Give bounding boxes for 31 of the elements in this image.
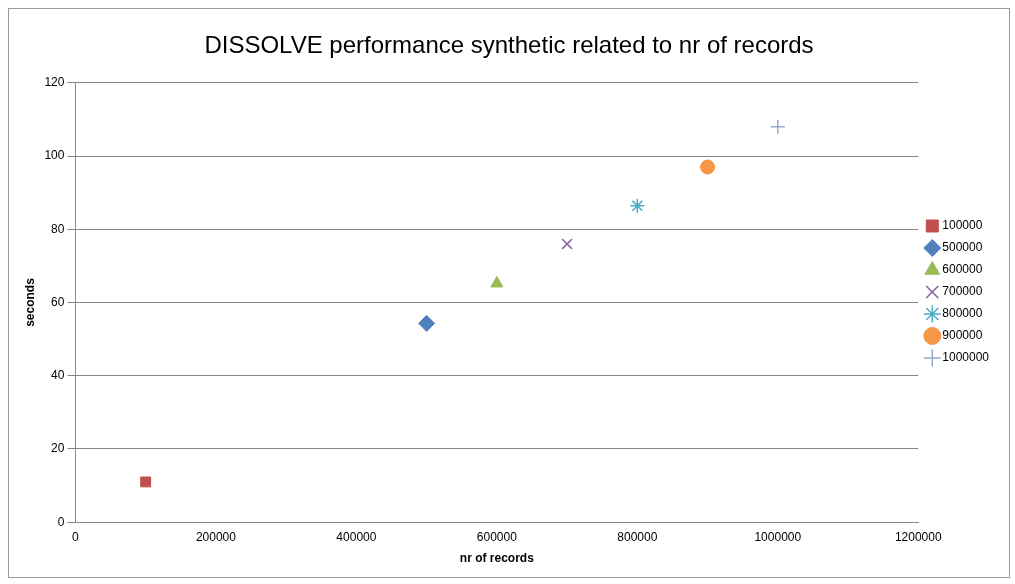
x-axis-title: nr of records	[459, 551, 535, 566]
legend-label: 900000	[942, 328, 983, 343]
point	[490, 275, 504, 288]
point	[770, 118, 786, 135]
x-tick-label: 1200000	[894, 529, 942, 544]
point	[629, 198, 646, 214]
x-tick-label: 600000	[476, 529, 518, 544]
y-tick-label: 20	[51, 441, 65, 456]
x-tick-label: 0	[72, 529, 80, 544]
y-tick-label: 80	[51, 221, 65, 236]
legend-label: 500000	[942, 240, 983, 255]
point	[561, 238, 573, 250]
legend-label: 100000	[942, 218, 983, 233]
y-tick-label: 40	[51, 368, 65, 383]
point	[700, 159, 716, 175]
chart-title: DISSOLVE performance synthetic related to nr of records	[204, 31, 814, 59]
legend-label: 1000000	[942, 350, 990, 365]
point	[140, 476, 152, 488]
legend-label: 800000	[942, 306, 983, 321]
y-tick-label: 120	[44, 75, 65, 90]
x-tick-label: 200000	[195, 529, 237, 544]
y-tick-label: 0	[57, 514, 65, 529]
y-tick-label: 60	[51, 294, 65, 309]
legend-label: 700000	[942, 284, 983, 299]
point	[418, 314, 436, 332]
y-axis-title: seconds	[22, 277, 37, 327]
y-tick-label: 100	[44, 148, 65, 163]
legend-label: 600000	[942, 262, 983, 277]
x-tick-label: 800000	[617, 529, 658, 544]
x-tick-label: 400000	[336, 529, 377, 544]
x-tick-label: 1000000	[754, 529, 802, 544]
